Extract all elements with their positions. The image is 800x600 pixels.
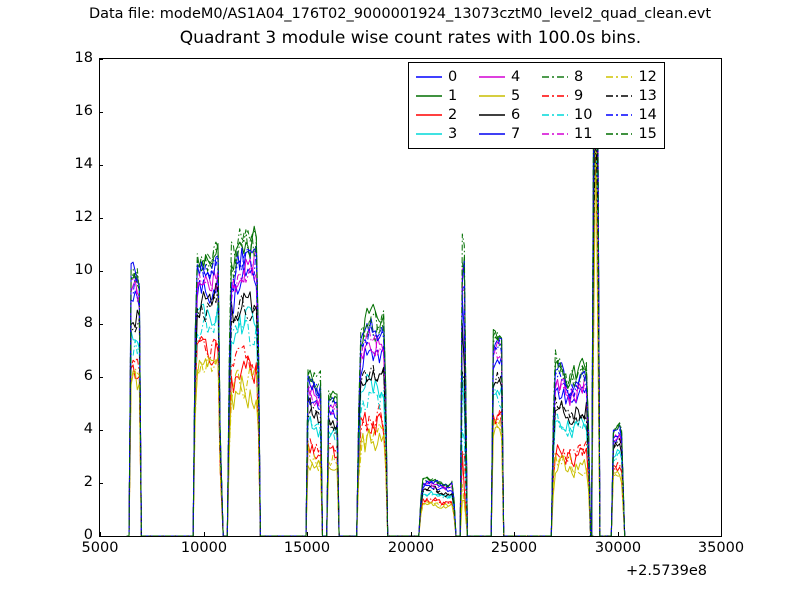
legend-box: 0 4 8 12 1 5 9 13 2 6 10 14 3 7 11 15 (408, 62, 665, 149)
legend-label: 3 (448, 126, 458, 142)
legend-label: 12 (638, 69, 657, 85)
legend-swatch-0 (416, 76, 442, 78)
y-tick-label: 18 (74, 50, 93, 66)
series-line-3 (126, 103, 626, 536)
x-tick-label: 10000 (180, 540, 228, 556)
legend-swatch-7 (479, 133, 505, 135)
legend-swatch-14 (606, 114, 633, 116)
y-tick-mark (99, 218, 103, 219)
x-tick-label: 30000 (594, 540, 642, 556)
x-tick-mark (721, 532, 722, 536)
legend-label: 8 (574, 69, 584, 85)
series-line-14 (126, 97, 626, 536)
x-tick-mark (411, 532, 412, 536)
legend-swatch-13 (606, 95, 633, 97)
legend-swatch-12 (606, 76, 633, 78)
x-tick-mark (204, 532, 205, 536)
legend-label: 9 (574, 88, 584, 104)
series-line-12 (126, 125, 626, 536)
legend-entry-4[interactable]: 4 (479, 68, 528, 86)
axes-title: Quadrant 3 module wise count rates with … (179, 28, 642, 48)
x-tick-label: 5000 (81, 540, 119, 556)
x-tick-label: 15000 (283, 540, 331, 556)
legend-label: 5 (511, 88, 521, 104)
legend-label: 2 (448, 107, 458, 123)
series-line-4 (126, 102, 626, 536)
x-tick-label: 35000 (697, 540, 745, 556)
legend-entry-14[interactable]: 14 (606, 106, 657, 124)
series-line-11 (126, 117, 626, 536)
legend-swatch-6 (479, 114, 505, 116)
y-tick-mark (99, 377, 103, 378)
legend-swatch-1 (416, 95, 442, 97)
legend-entry-13[interactable]: 13 (606, 87, 657, 105)
legend-entry-1[interactable]: 1 (416, 87, 465, 105)
legend-label: 13 (638, 88, 657, 104)
y-tick-mark (99, 59, 103, 60)
legend-label: 6 (511, 107, 521, 123)
x-tick-mark (514, 532, 515, 536)
legend-swatch-2 (416, 114, 442, 116)
legend-entry-8[interactable]: 8 (542, 68, 592, 86)
y-tick-label: 6 (83, 368, 93, 384)
y-tick-label: 0 (83, 527, 93, 543)
y-tick-label: 12 (74, 209, 93, 225)
x-tick-label: 20000 (387, 540, 435, 556)
legend-entry-9[interactable]: 9 (542, 87, 592, 105)
x-axis-offset-label: +2.5739e8 (626, 563, 708, 579)
y-tick-mark (99, 324, 103, 325)
legend-label: 10 (574, 107, 593, 123)
legend-swatch-10 (542, 114, 568, 116)
legend-entry-2[interactable]: 2 (416, 106, 465, 124)
legend-entry-0[interactable]: 0 (416, 68, 465, 86)
y-tick-mark (99, 430, 103, 431)
legend-entry-7[interactable]: 7 (479, 125, 528, 143)
y-tick-label: 16 (74, 103, 93, 119)
legend-swatch-3 (416, 133, 442, 135)
y-tick-label: 8 (83, 315, 93, 331)
series-line-13 (126, 126, 626, 536)
legend-entry-6[interactable]: 6 (479, 106, 528, 124)
y-tick-mark (99, 271, 103, 272)
legend-swatch-8 (542, 76, 568, 78)
y-tick-mark (99, 112, 103, 113)
legend-entry-10[interactable]: 10 (542, 106, 592, 124)
y-tick-mark (99, 483, 103, 484)
x-tick-mark (100, 532, 101, 536)
legend-label: 11 (574, 126, 593, 142)
plot-lines-svg (126, 78, 626, 536)
legend-label: 15 (638, 126, 657, 142)
legend-entry-12[interactable]: 12 (606, 68, 657, 86)
legend-entry-11[interactable]: 11 (542, 125, 592, 143)
legend-entry-5[interactable]: 5 (479, 87, 528, 105)
y-tick-label: 14 (74, 156, 93, 172)
y-tick-label: 10 (74, 262, 93, 278)
legend-label: 14 (638, 107, 657, 123)
legend-swatch-5 (479, 95, 505, 97)
y-tick-label: 4 (83, 421, 93, 437)
x-tick-mark (307, 532, 308, 536)
x-tick-mark (618, 532, 619, 536)
legend-swatch-15 (606, 133, 633, 135)
y-tick-mark (99, 165, 103, 166)
legend-label: 7 (511, 126, 521, 142)
y-tick-label: 2 (83, 474, 93, 490)
legend-grid: 0 4 8 12 1 5 9 13 2 6 10 14 3 7 11 15 (416, 68, 657, 143)
legend-label: 4 (511, 69, 521, 85)
y-tick-mark (99, 536, 103, 537)
legend-swatch-11 (542, 133, 568, 135)
legend-entry-15[interactable]: 15 (606, 125, 657, 143)
series-line-2 (126, 110, 626, 536)
legend-swatch-4 (479, 76, 505, 78)
legend-entry-3[interactable]: 3 (416, 125, 465, 143)
figure-suptitle: Data file: modeM0/AS1A04_176T02_90000019… (88, 6, 712, 22)
x-tick-label: 25000 (490, 540, 538, 556)
legend-label: 0 (448, 69, 458, 85)
legend-swatch-9 (542, 95, 568, 97)
legend-label: 1 (448, 88, 458, 104)
